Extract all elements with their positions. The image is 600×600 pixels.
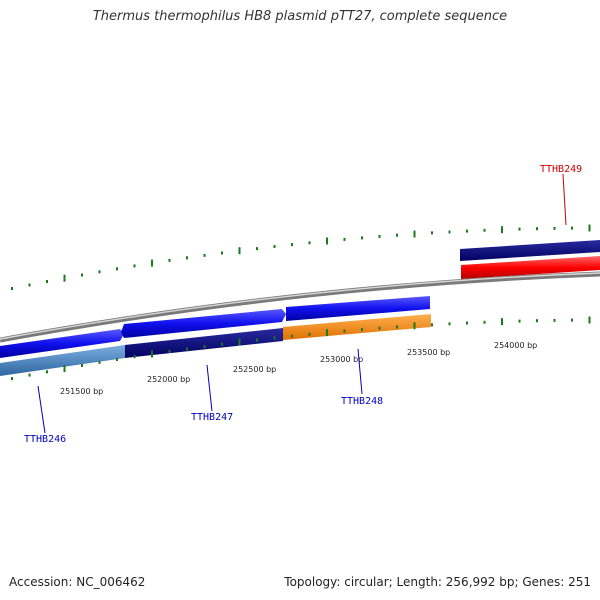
- position-label-251500: 251500 bp: [60, 387, 103, 396]
- gene-bar-TTHB249: [461, 256, 600, 279]
- forward-feature-blue-2: [121, 309, 286, 338]
- accession-text: Accession: NC_006462: [9, 575, 146, 589]
- gene-leader-TTHB246: [37, 385, 46, 434]
- forward-feature-blue-1: [0, 329, 124, 358]
- position-label-254000: 254000 bp: [494, 341, 537, 350]
- gene-leader-TTHB248: [357, 348, 363, 395]
- gene-leader-TTHB247: [206, 364, 213, 412]
- outer-tick-row: [11, 224, 591, 290]
- inner-tick-row: [11, 316, 591, 381]
- gene-label-TTHB246[interactable]: TTHB246: [24, 434, 66, 445]
- position-label-252500: 252500 bp: [233, 365, 276, 374]
- reverse-feature-navy: [460, 240, 600, 261]
- gene-label-TTHB248[interactable]: TTHB248: [341, 396, 383, 407]
- gene-bar-TTHB248: [283, 314, 431, 340]
- gene-label-TTHB249[interactable]: TTHB249: [540, 164, 582, 175]
- gene-label-TTHB247[interactable]: TTHB247: [191, 412, 233, 423]
- topology-summary: Topology: circular; Length: 256,992 bp; …: [284, 575, 591, 589]
- map-title: Thermus thermophilus HB8 plasmid pTT27, …: [92, 9, 508, 24]
- plasmid-backbone: [0, 271, 600, 343]
- position-label-252000: 252000 bp: [147, 375, 190, 384]
- position-label-253000: 253000 bp: [320, 355, 363, 364]
- forward-feature-blue-3: [286, 296, 430, 321]
- gene-bar-TTHB247: [125, 328, 283, 358]
- plasmid-backbone-highlight: [0, 272, 600, 340]
- position-label-253500: 253500 bp: [407, 348, 450, 357]
- gene-bar-TTHB246: [0, 345, 125, 376]
- gene-leader-TTHB249: [562, 173, 567, 226]
